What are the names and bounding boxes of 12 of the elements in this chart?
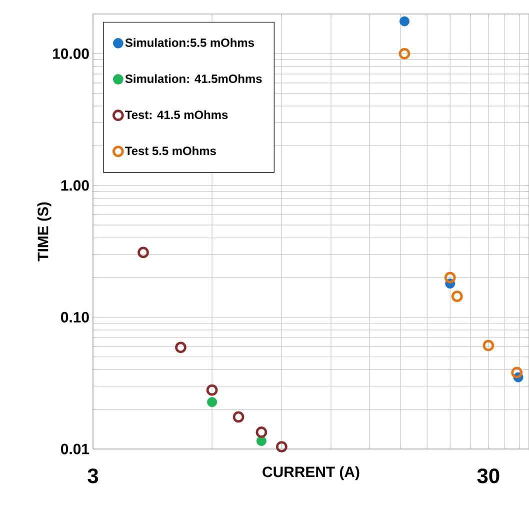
x-tick-label: 3: [88, 468, 98, 484]
y-tick-label: 0.10: [61, 312, 89, 322]
y-tick-label: 1.00: [61, 180, 89, 191]
legend-label: Simulation:5.5 mOhms: [125, 38, 254, 47]
legend-label: Test 5.5 mOhms: [125, 146, 216, 156]
x-axis-title: CURRENT (A): [262, 466, 360, 480]
legend-label: Test: 41.5 mOhms: [125, 110, 228, 120]
y-tick-label: 10.00: [53, 48, 89, 59]
legend-label: Simulation: 41.5mOhms: [125, 74, 262, 83]
x-tick-label: 30: [477, 468, 500, 484]
y-axis-title: TIME (S): [37, 202, 52, 262]
y-tick-label: 0.01: [61, 444, 90, 454]
